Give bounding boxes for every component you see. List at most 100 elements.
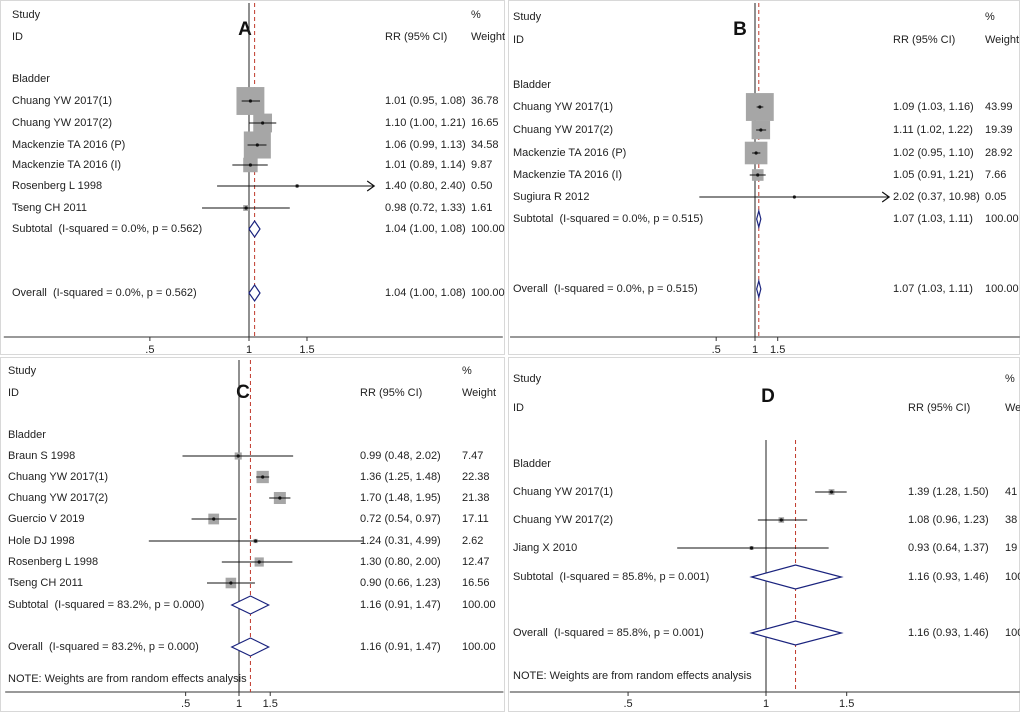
point-estimate — [295, 184, 299, 188]
point-estimate — [756, 173, 760, 177]
study-name: Chuang YW 2017(1) — [12, 95, 112, 107]
x-tick-label: 1 — [236, 698, 242, 710]
header-study: Study — [12, 9, 41, 21]
weight-label: 41 — [1005, 486, 1017, 498]
point-estimate — [261, 121, 265, 125]
group-label: Bladder — [8, 429, 46, 441]
header-weight: Weight — [1005, 402, 1020, 414]
x-tick-label: .5 — [145, 344, 154, 356]
ci-label: 1.01 (0.95, 1.08) — [385, 95, 466, 107]
study-name: Braun S 1998 — [8, 450, 75, 462]
x-tick-label: 1 — [763, 698, 769, 710]
header-pct: % — [471, 9, 481, 21]
x-tick-label: .5 — [623, 698, 632, 710]
study-name: Chuang YW 2017(1) — [8, 471, 108, 483]
subtotal-name: Subtotal (I-squared = 0.0%, p = 0.515) — [513, 213, 703, 225]
header-study: Study — [513, 11, 542, 23]
ci-label: 1.04 (1.00, 1.08) — [385, 287, 466, 299]
header-effect: RR (95% CI) — [893, 34, 955, 46]
header-weight: Weight — [985, 34, 1019, 46]
x-tick-label: 1 — [752, 344, 758, 356]
point-estimate — [758, 105, 762, 109]
study-name: Chuang YW 2017(1) — [513, 486, 613, 498]
point-estimate — [754, 151, 758, 155]
weight-label: 16.56 — [462, 577, 490, 589]
ci-label: 1.30 (0.80, 2.00) — [360, 556, 441, 568]
weight-label: 100.00 — [462, 599, 496, 611]
ci-label: 1.16 (0.93, 1.46) — [908, 627, 989, 639]
study-name: Mackenzie TA 2016 (P) — [12, 139, 125, 151]
study-name: Rosenberg L 1998 — [12, 180, 102, 192]
study-name: Chuang YW 2017(2) — [513, 124, 613, 136]
overall-name: Overall (I-squared = 85.8%, p = 0.001) — [513, 627, 704, 639]
weight-label: 19 — [1005, 542, 1017, 554]
point-estimate — [253, 539, 258, 543]
weight-label: 100.00 — [985, 213, 1019, 225]
header-pct: % — [462, 365, 472, 377]
point-estimate — [749, 546, 754, 550]
study-name: Tseng CH 2011 — [12, 202, 87, 214]
ci-arrow — [366, 180, 376, 192]
group-label: Bladder — [12, 73, 50, 85]
weight-label: 21.38 — [462, 492, 490, 504]
pooled-diamond — [756, 278, 762, 300]
point-estimate — [248, 163, 253, 167]
pooled-diamond — [230, 595, 271, 615]
study-name: Mackenzie TA 2016 (I) — [513, 169, 622, 181]
point-estimate — [261, 475, 265, 479]
x-tick-label: 1 — [246, 344, 252, 356]
header-effect: RR (95% CI) — [360, 387, 422, 399]
x-tick-label: 1.5 — [299, 344, 314, 356]
weight-label: 28.92 — [985, 147, 1013, 159]
point-estimate — [255, 143, 259, 147]
ci-label: 1.24 (0.31, 4.99) — [360, 535, 441, 547]
study-name: Chuang YW 2017(1) — [513, 101, 613, 113]
ci-label: 0.90 (0.66, 1.23) — [360, 577, 441, 589]
pooled-diamond — [756, 208, 762, 230]
weight-label: 2.62 — [462, 535, 483, 547]
header-study: Study — [513, 373, 542, 385]
point-estimate — [779, 518, 783, 522]
forest-panel: Study ID RR (95% CI)% Weight C Bladder .5 1 1.5 B… — [0, 357, 505, 712]
weight-label: 100.00 — [471, 223, 505, 235]
ci-label: 1.02 (0.95, 1.10) — [893, 147, 974, 159]
ci-label: 1.05 (0.91, 1.21) — [893, 169, 974, 181]
forest-panel: Study ID RR (95% CI)% Weight B Bladder .5 1 1.5 C… — [508, 0, 1020, 356]
ci-label: 2.02 (0.37, 10.98) — [893, 191, 980, 203]
weight-label: 22.38 — [462, 471, 490, 483]
header-id: ID — [513, 34, 524, 46]
weight-label: 1.61 — [471, 202, 492, 214]
weight-label: 100.00 — [462, 641, 496, 653]
subtotal-name: Subtotal (I-squared = 85.8%, p = 0.001) — [513, 571, 709, 583]
weight-label: 9.87 — [471, 159, 492, 171]
ci-label: 0.98 (0.72, 1.33) — [385, 202, 466, 214]
weight-label: 36.78 — [471, 95, 499, 107]
ci-label: 1.06 (0.99, 1.13) — [385, 139, 466, 151]
header-effect: RR (95% CI) — [385, 31, 447, 43]
point-estimate — [759, 128, 763, 132]
x-tick-label: 1.5 — [839, 698, 854, 710]
note: NOTE: Weights are from random effects an… — [513, 670, 752, 682]
ci-label: 1.10 (1.00, 1.21) — [385, 117, 466, 129]
ci-label: 1.01 (0.89, 1.14) — [385, 159, 466, 171]
ci-label: 1.09 (1.03, 1.16) — [893, 101, 974, 113]
weight-label: 100.00 — [1005, 571, 1020, 583]
weight-label: 12.47 — [462, 556, 490, 568]
panel-label: C — [236, 382, 250, 403]
ci-label: 0.99 (0.48, 2.02) — [360, 450, 441, 462]
group-label: Bladder — [513, 458, 551, 470]
weight-label: 7.47 — [462, 450, 483, 462]
forest-panel: Study ID RR (95% CI)% Weight A Bladder .5 1 1.5 C… — [0, 0, 505, 356]
point-estimate — [212, 517, 216, 521]
pooled-diamond — [248, 283, 261, 303]
pooled-diamond — [749, 620, 844, 646]
weight-label: 0.50 — [471, 180, 492, 192]
ci-label: 1.07 (1.03, 1.11) — [893, 283, 973, 295]
ci-label: 1.40 (0.80, 2.40) — [385, 180, 466, 192]
weight-label: 43.99 — [985, 101, 1013, 113]
point-estimate — [257, 560, 261, 564]
point-estimate — [248, 99, 253, 103]
ci-label: 1.36 (1.25, 1.48) — [360, 471, 441, 483]
